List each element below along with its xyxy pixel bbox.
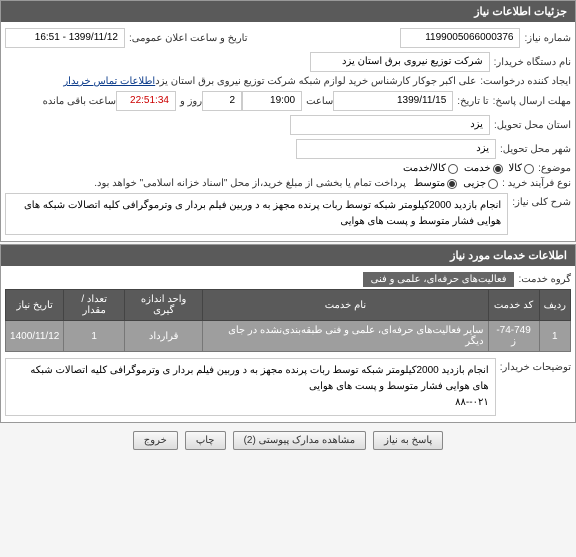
buyer-value: شرکت توزیع نیروی برق استان یزد <box>310 52 490 72</box>
payment-note: پرداخت تمام یا بخشی از مبلغ خرید،از محل … <box>94 178 406 189</box>
cell-name: سایر فعالیت‌های حرفه‌ای، علمی و فنی طبقه… <box>203 321 488 352</box>
radio-major[interactable]: کالا <box>509 163 535 174</box>
need-number-value: 1199005066000376 <box>400 28 520 48</box>
subject-label: موضوع: <box>534 163 571 174</box>
buyer-label: نام دستگاه خریدار: <box>490 57 571 68</box>
countdown-time: 22:51:34 <box>116 91 176 111</box>
cell-date: 1400/11/12 <box>6 321 64 352</box>
cell-code: 74-749- ز <box>488 321 539 352</box>
city-label: شهر محل تحویل: <box>496 144 571 155</box>
purchase-type-group: جزیی متوسط <box>414 178 498 189</box>
print-button[interactable]: چاپ <box>185 431 226 450</box>
services-body: گروه خدمت: فعالیت‌های حرفه‌ای، علمی و فن… <box>1 266 575 422</box>
radio-medium-label: متوسط <box>414 178 445 189</box>
purchase-type-label: نوع فرآیند خرید : <box>498 178 571 189</box>
summary-label: شرح کلی نیاز: <box>508 193 571 208</box>
deadline-time: 19:00 <box>242 91 302 111</box>
radio-service[interactable]: خدمت <box>464 163 503 174</box>
services-table: ردیف کد خدمت نام خدمت واحد اندازه گیری ت… <box>5 289 571 352</box>
province-value: یزد <box>290 115 490 135</box>
time-label-1: ساعت <box>302 96 333 107</box>
reply-button[interactable]: پاسخ به نیاز <box>373 431 443 450</box>
radio-service-label: خدمت <box>464 163 491 174</box>
cell-unit: قرارداد <box>125 321 203 352</box>
announce-label: تاریخ و ساعت اعلان عمومی: <box>125 33 248 44</box>
group-label: گروه خدمت: <box>514 274 571 285</box>
radio-medium[interactable]: متوسط <box>414 178 457 189</box>
info-header: جزئیات اطلاعات نیاز <box>1 1 575 22</box>
docs-button[interactable]: مشاهده مدارک پیوستی (2) <box>233 431 367 450</box>
contact-link[interactable]: اطلاعات تماس خریدار <box>63 76 155 87</box>
city-value: یزد <box>296 139 496 159</box>
radio-major-label: کالا <box>509 163 523 174</box>
col-row: ردیف <box>539 290 570 321</box>
announce-value: 1399/11/12 - 16:51 <box>5 28 125 48</box>
summary-text: انجام بازدید 2000کیلومتر شبکه توسط ربات … <box>5 193 508 235</box>
col-qty: تعداد / مقدار <box>64 290 125 321</box>
explain-label: توضیحات خریدار: <box>496 358 571 373</box>
table-row[interactable]: 1 74-749- ز سایر فعالیت‌های حرفه‌ای، علم… <box>6 321 571 352</box>
footer: پاسخ به نیاز مشاهده مدارک پیوستی (2) چاپ… <box>0 425 576 456</box>
exit-button[interactable]: خروج <box>133 431 178 450</box>
info-panel: جزئیات اطلاعات نیاز شماره نیاز: 11990050… <box>0 0 576 242</box>
creator-value: علی اکبر جوکار کارشناس خرید لوازم شبکه ش… <box>155 76 476 87</box>
deadline-label: مهلت ارسال پاسخ: <box>489 96 571 107</box>
radio-partial-label: جزیی <box>463 178 486 189</box>
to-date-label: تا تاریخ: <box>453 96 488 107</box>
remaining-label: ساعت باقی مانده <box>39 96 116 107</box>
services-panel: اطلاعات خدمات مورد نیاز گروه خدمت: فعالی… <box>0 244 576 423</box>
col-unit: واحد اندازه گیری <box>125 290 203 321</box>
day-label: روز و <box>176 96 202 107</box>
col-date: تاریخ نیاز <box>6 290 64 321</box>
creator-label: ایجاد کننده درخواست: <box>476 76 571 87</box>
subject-radio-group: کالا خدمت کالا/خدمت <box>403 163 534 174</box>
info-body: شماره نیاز: 1199005066000376 تاریخ و ساع… <box>1 22 575 241</box>
deadline-date: 1399/11/15 <box>333 91 453 111</box>
col-code: کد خدمت <box>488 290 539 321</box>
services-header: اطلاعات خدمات مورد نیاز <box>1 245 575 266</box>
group-value: فعالیت‌های حرفه‌ای، علمی و فنی <box>363 272 515 287</box>
explain-text: انجام بازدید 2000کیلومتر شبکه توسط ربات … <box>5 358 496 416</box>
province-label: استان محل تحویل: <box>490 120 571 131</box>
col-name: نام خدمت <box>203 290 488 321</box>
radio-gs-label: کالا/خدمت <box>403 163 446 174</box>
radio-partial[interactable]: جزیی <box>463 178 498 189</box>
countdown-days: 2 <box>202 91 242 111</box>
cell-idx: 1 <box>539 321 570 352</box>
need-number-label: شماره نیاز: <box>520 33 571 44</box>
cell-qty: 1 <box>64 321 125 352</box>
radio-goods-service[interactable]: کالا/خدمت <box>403 163 458 174</box>
